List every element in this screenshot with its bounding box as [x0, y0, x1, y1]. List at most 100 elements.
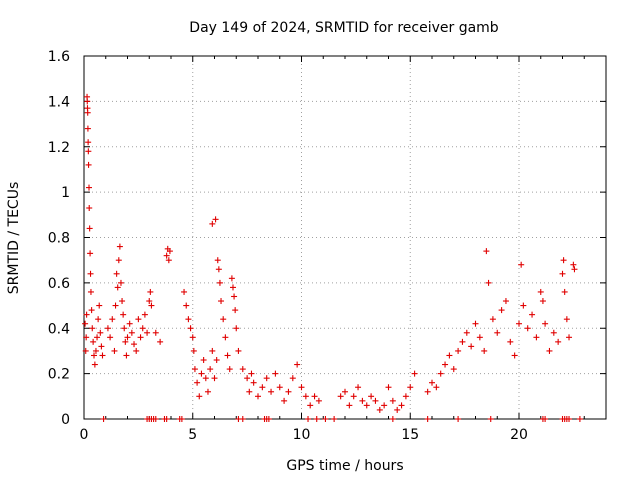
data-point — [124, 334, 131, 341]
data-point — [239, 366, 246, 373]
data-point — [566, 334, 573, 341]
data-point — [355, 384, 362, 391]
data-point — [472, 320, 479, 327]
data-point — [381, 402, 388, 409]
data-point — [117, 279, 124, 286]
data-point — [231, 293, 238, 300]
y-tick-label: 0.8 — [48, 231, 70, 247]
data-point — [87, 288, 94, 295]
data-point — [84, 109, 91, 116]
data-point — [99, 352, 106, 359]
data-point — [112, 302, 119, 309]
data-point — [246, 388, 253, 395]
data-point — [147, 288, 154, 295]
y-tick-label: 1 — [61, 185, 70, 201]
data-point — [389, 397, 396, 404]
data-point — [82, 320, 89, 327]
data-point — [281, 397, 288, 404]
data-point — [87, 250, 94, 257]
data-point — [494, 329, 501, 336]
data-point — [485, 279, 492, 286]
data-point — [187, 325, 194, 332]
x-tick-label: 5 — [188, 427, 197, 443]
data-point — [255, 393, 261, 400]
data-point — [109, 316, 116, 323]
data-point — [215, 266, 222, 273]
data-point — [411, 370, 418, 377]
data-point — [85, 139, 92, 146]
data-point — [424, 416, 431, 422]
data-point — [322, 416, 329, 422]
data-point — [570, 261, 577, 268]
data-point — [398, 402, 405, 409]
data-point — [542, 320, 549, 327]
data-point — [212, 216, 219, 223]
data-point — [163, 252, 170, 259]
data-point — [141, 311, 148, 318]
data-point — [268, 388, 275, 395]
data-point — [209, 347, 216, 354]
data-point — [146, 298, 153, 305]
data-point — [563, 316, 570, 323]
data-point — [163, 416, 170, 422]
data-point — [111, 347, 118, 354]
data-point — [315, 397, 322, 404]
data-point — [566, 416, 573, 422]
data-point — [559, 270, 566, 277]
data-point — [311, 393, 318, 400]
data-point — [189, 334, 196, 341]
data-point — [121, 325, 128, 332]
data-point — [213, 357, 220, 364]
data-point — [165, 257, 172, 264]
data-point — [489, 316, 496, 323]
data-point — [157, 338, 164, 345]
data-point — [571, 266, 578, 273]
data-point — [385, 384, 392, 391]
data-point — [82, 347, 89, 354]
data-point — [214, 257, 221, 264]
data-point — [481, 347, 488, 354]
data-point — [119, 298, 126, 305]
data-point — [95, 316, 102, 323]
chart-title: Day 149 of 2024, SRMTID for receiver gam… — [189, 20, 499, 36]
data-point — [468, 343, 475, 350]
data-point — [185, 316, 192, 323]
data-point — [137, 334, 144, 341]
data-point — [529, 311, 536, 318]
data-point — [313, 416, 320, 422]
data-point — [539, 298, 546, 305]
data-point — [244, 375, 251, 382]
data-point — [128, 329, 135, 336]
data-point — [100, 416, 107, 422]
data-point — [368, 393, 375, 400]
data-point — [542, 416, 549, 422]
y-tick-label: 0.4 — [48, 321, 70, 337]
y-tick-label: 1.4 — [48, 94, 70, 110]
y-tick-label: 0.6 — [48, 276, 70, 292]
data-point — [91, 352, 98, 359]
data-point — [226, 366, 233, 373]
data-point — [218, 298, 225, 305]
data-point — [204, 388, 211, 395]
data-point — [183, 302, 190, 309]
y-axis-title: SRMTID / TECUs — [6, 182, 22, 295]
data-point — [342, 388, 348, 395]
data-point — [196, 393, 203, 400]
data-point — [346, 402, 353, 409]
data-point — [228, 275, 235, 282]
data-point — [97, 329, 104, 336]
data-point — [181, 288, 188, 295]
data-point — [216, 279, 223, 286]
data-point — [437, 370, 444, 377]
data-point — [511, 352, 518, 359]
data-point — [487, 416, 494, 422]
data-point — [139, 325, 146, 332]
data-point — [113, 270, 120, 277]
data-point — [107, 334, 114, 341]
data-point — [200, 357, 207, 364]
data-point — [576, 416, 583, 422]
data-point — [86, 205, 93, 212]
data-point — [222, 334, 229, 341]
